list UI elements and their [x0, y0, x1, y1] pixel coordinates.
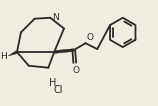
Text: O: O	[72, 66, 79, 75]
Text: O: O	[87, 33, 94, 42]
Text: H: H	[0, 52, 7, 61]
Text: Cl: Cl	[53, 85, 63, 95]
Text: H: H	[49, 78, 56, 88]
Polygon shape	[8, 51, 18, 56]
Polygon shape	[54, 49, 74, 53]
Text: N: N	[52, 13, 59, 22]
